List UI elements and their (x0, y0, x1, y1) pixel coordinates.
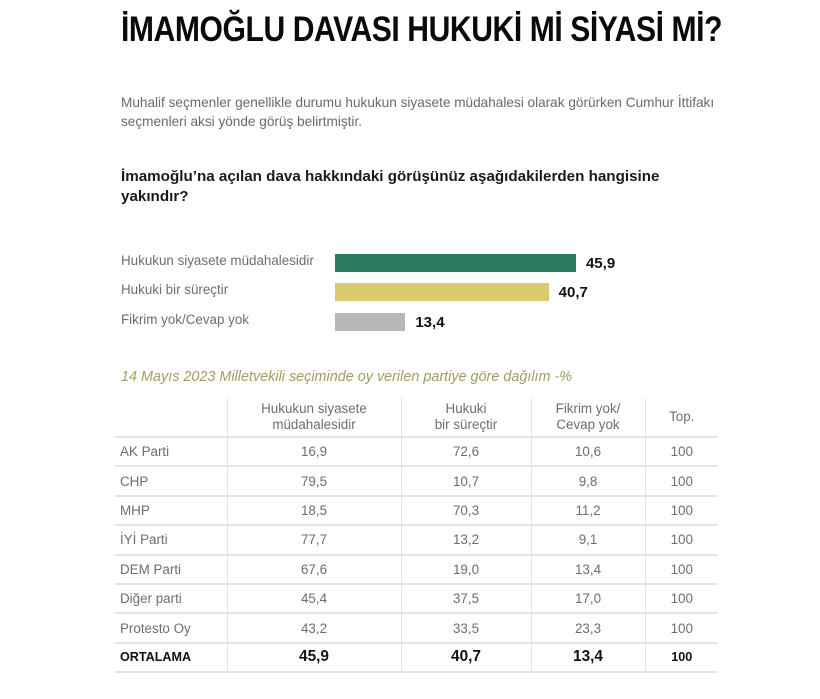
header-line: müdahalesidir (272, 417, 356, 432)
political-cell: 16,9 (226, 437, 401, 468)
legal-cell: 19,0 (400, 554, 531, 585)
total-cell: 100 (644, 525, 718, 556)
table-row: MHP 18,5 70,3 11,2 100 (115, 495, 718, 527)
table-row: Protesto Oy 43,2 33,5 23,3 100 (115, 613, 718, 644)
table-row-average: ORTALAMA 45,9 40,7 13,4 100 (115, 642, 718, 674)
header-line: Hukuki (445, 401, 487, 416)
noidea-cell: 17,0 (530, 583, 645, 615)
bar-row-noidea: Fikrim yok/Cevap yok 13,4 (121, 311, 681, 333)
intro-text: Muhalif seçmenler genellikle durumu huku… (121, 95, 715, 129)
table-row: İYİ Parti 77,7 13,2 9,1 100 (115, 525, 718, 556)
legal-cell: 70,3 (400, 495, 531, 527)
total-cell: 100 (644, 554, 718, 585)
legal-cell: 13,2 (400, 525, 531, 556)
bar-label: Hukuki bir süreçtir (121, 282, 229, 297)
bar-noidea (335, 313, 406, 331)
total-cell: 100 (644, 642, 718, 674)
bar-value: 13,4 (415, 314, 445, 331)
bar-political (335, 254, 576, 272)
header-line: Cevap yok (556, 417, 620, 432)
party-cell: AK Parti (115, 437, 227, 468)
table-row: AK Parti 16,9 72,6 10,6 100 (115, 437, 718, 468)
party-cell: Protesto Oy (115, 613, 227, 644)
page-title: İMAMOĞLU DAVASI HUKUKİ Mİ SİYASİ Mİ? (121, 10, 723, 49)
bar-label: Fikrim yok/Cevap yok (121, 312, 249, 327)
header-political: Hukukun siyasete müdahalesidir (226, 398, 401, 438)
bar-value: 45,9 (585, 255, 616, 272)
political-cell: 45,9 (226, 642, 401, 674)
header-party (115, 398, 227, 438)
bar-row-legal: Hukuki bir süreçtir 40,7 (121, 281, 681, 303)
bar-value: 40,7 (558, 284, 588, 301)
noidea-cell: 9,1 (530, 525, 645, 556)
political-cell: 18,5 (226, 495, 401, 527)
header-line: Fikrim yok/ (555, 401, 621, 416)
political-cell: 45,4 (226, 583, 401, 615)
legal-cell: 37,5 (400, 583, 531, 615)
bar-legal (335, 283, 549, 301)
table-row: CHP 79,5 10,7 9,8 100 (115, 466, 718, 497)
survey-question: İmamoğlu’na açılan dava hakkındaki görüş… (121, 168, 660, 205)
political-cell: 79,5 (226, 466, 401, 497)
header-line: bir süreçtir (434, 417, 498, 432)
noidea-cell: 13,4 (530, 554, 645, 585)
header-noidea: Fikrim yok/ Cevap yok (530, 398, 645, 438)
header-line: Top. (669, 409, 695, 424)
header-line: Hukukun siyasete (261, 401, 367, 416)
noidea-cell: 11,2 (530, 495, 645, 527)
bar-label: Hukukun siyasete müdahalesidir (121, 253, 314, 268)
party-cell: MHP (115, 495, 227, 527)
legal-cell: 10,7 (400, 466, 531, 497)
total-cell: 100 (644, 466, 718, 497)
total-cell: 100 (644, 613, 718, 644)
table-row: DEM Parti 67,6 19,0 13,4 100 (115, 554, 718, 585)
total-cell: 100 (644, 495, 718, 527)
header-legal: Hukuki bir süreçtir (400, 398, 531, 438)
total-cell: 100 (644, 583, 718, 615)
distribution-table: Hukukun siyasete müdahalesidir Hukuki bi… (115, 398, 718, 674)
noidea-cell: 23,3 (530, 613, 645, 644)
party-cell: Diğer parti (115, 583, 227, 615)
party-cell: DEM Parti (115, 554, 227, 585)
political-cell: 67,6 (226, 554, 401, 585)
table-header-row: Hukukun siyasete müdahalesidir Hukuki bi… (115, 398, 718, 438)
noidea-cell: 10,6 (530, 437, 645, 468)
legal-cell: 72,6 (400, 437, 531, 468)
header-total: Top. (644, 398, 718, 438)
party-cell: ORTALAMA (115, 642, 227, 674)
party-cell: İYİ Parti (115, 525, 227, 556)
bar-row-political: Hukukun siyasete müdahalesidir 45,9 (121, 252, 681, 274)
legal-cell: 40,7 (400, 642, 531, 674)
legal-cell: 33,5 (400, 613, 531, 644)
total-cell: 100 (644, 437, 718, 468)
party-cell: CHP (115, 466, 227, 497)
noidea-cell: 13,4 (530, 642, 645, 674)
noidea-cell: 9,8 (530, 466, 645, 497)
table-row: Diğer parti 45,4 37,5 17,0 100 (115, 583, 718, 615)
political-cell: 77,7 (226, 525, 401, 556)
table-subtitle: 14 Mayıs 2023 Milletvekili seçiminde oy … (121, 369, 573, 385)
political-cell: 43,2 (226, 613, 401, 644)
